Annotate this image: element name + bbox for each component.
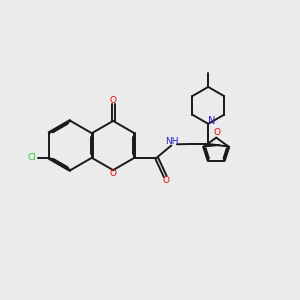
Text: NH: NH	[166, 137, 179, 146]
Text: O: O	[162, 176, 169, 185]
Text: N: N	[208, 116, 215, 126]
Text: O: O	[110, 169, 117, 178]
Text: O: O	[110, 96, 117, 105]
Text: Cl: Cl	[28, 153, 37, 162]
Text: O: O	[213, 128, 220, 137]
